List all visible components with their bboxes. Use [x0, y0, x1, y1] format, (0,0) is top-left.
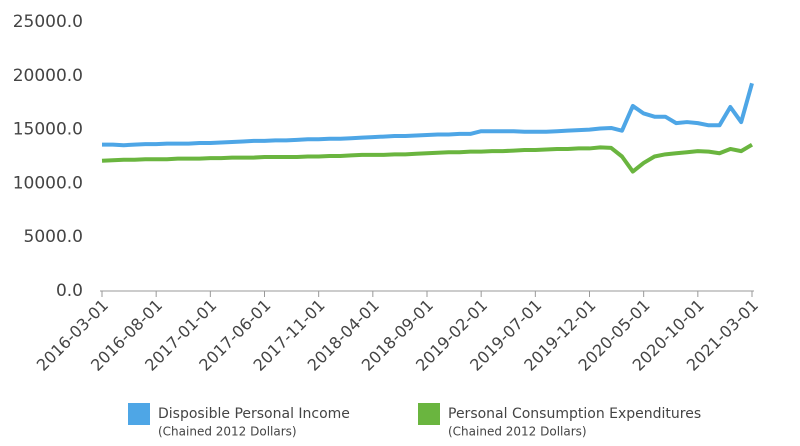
y-tick-label: 5000.0	[24, 227, 83, 247]
legend-label: Personal Consumption Expenditures	[448, 406, 701, 422]
y-tick-label: 0.0	[56, 281, 83, 301]
legend-swatch	[128, 403, 150, 425]
series-line	[101, 142, 754, 174]
legend-note: (Chained 2012 Dollars)	[158, 425, 297, 439]
y-tick-label: 10000.0	[13, 173, 83, 193]
legend-swatch	[418, 403, 440, 425]
y-tick-label: 25000.0	[13, 12, 83, 32]
legend-label: Disposible Personal Income	[158, 406, 350, 422]
y-tick-label: 15000.0	[13, 120, 83, 140]
y-tick-label: 20000.0	[13, 66, 83, 86]
legend-note: (Chained 2012 Dollars)	[448, 425, 587, 439]
series-line	[102, 82, 754, 148]
